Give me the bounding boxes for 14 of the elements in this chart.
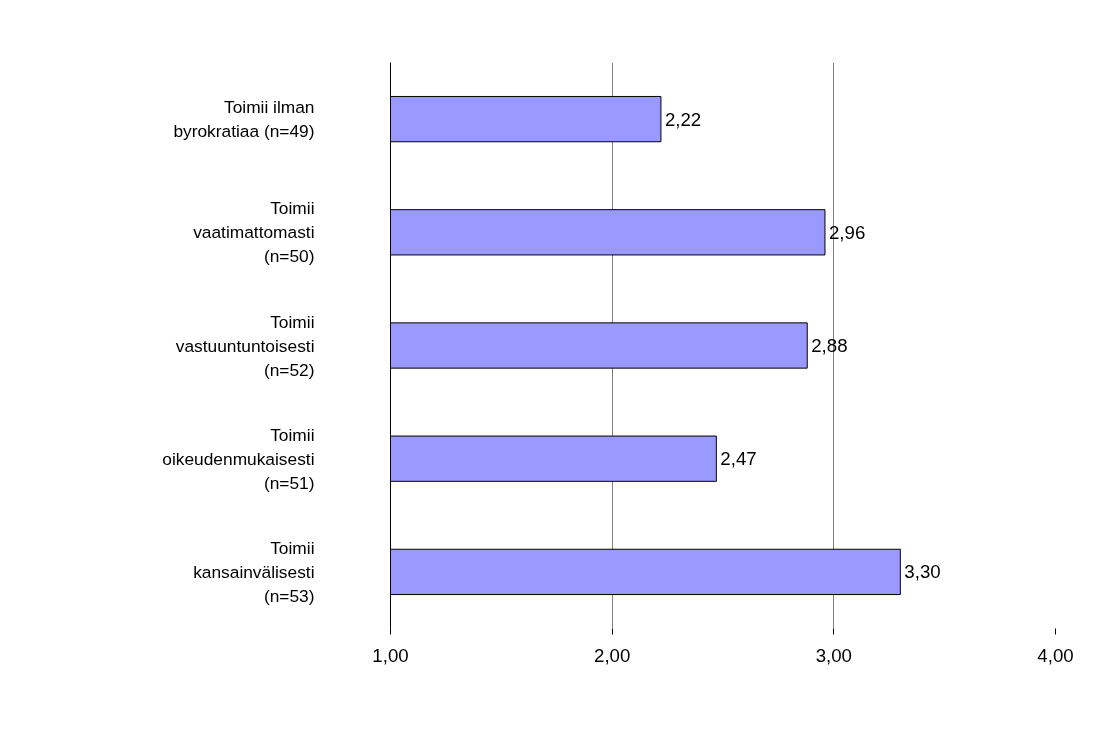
y-tick-label: Toimii vastuuntuntoisesti (n=52) — [175, 311, 315, 380]
x-tick-label: 3,00 — [815, 644, 852, 666]
y-tick-label: Toimii oikeudenmukaisesti (n=51) — [162, 424, 315, 493]
data-label: 3,30 — [904, 561, 941, 583]
data-label: 2,47 — [720, 448, 757, 470]
x-tick-label: 4,00 — [1037, 644, 1074, 666]
x-tick-label: 2,00 — [594, 644, 631, 666]
x-tick-label: 1,00 — [372, 644, 409, 666]
y-tick-label: Toimii kansainvälisesti (n=53) — [193, 537, 315, 606]
y-tick-label: Toimii vaatimattomasti (n=50) — [193, 198, 315, 267]
data-label: 2,96 — [828, 221, 866, 243]
y-tick-label: Toimii ilman byrokratiaa (n=49) — [173, 97, 315, 142]
data-label: 2,22 — [664, 108, 702, 130]
data-label: 2,88 — [811, 335, 848, 356]
